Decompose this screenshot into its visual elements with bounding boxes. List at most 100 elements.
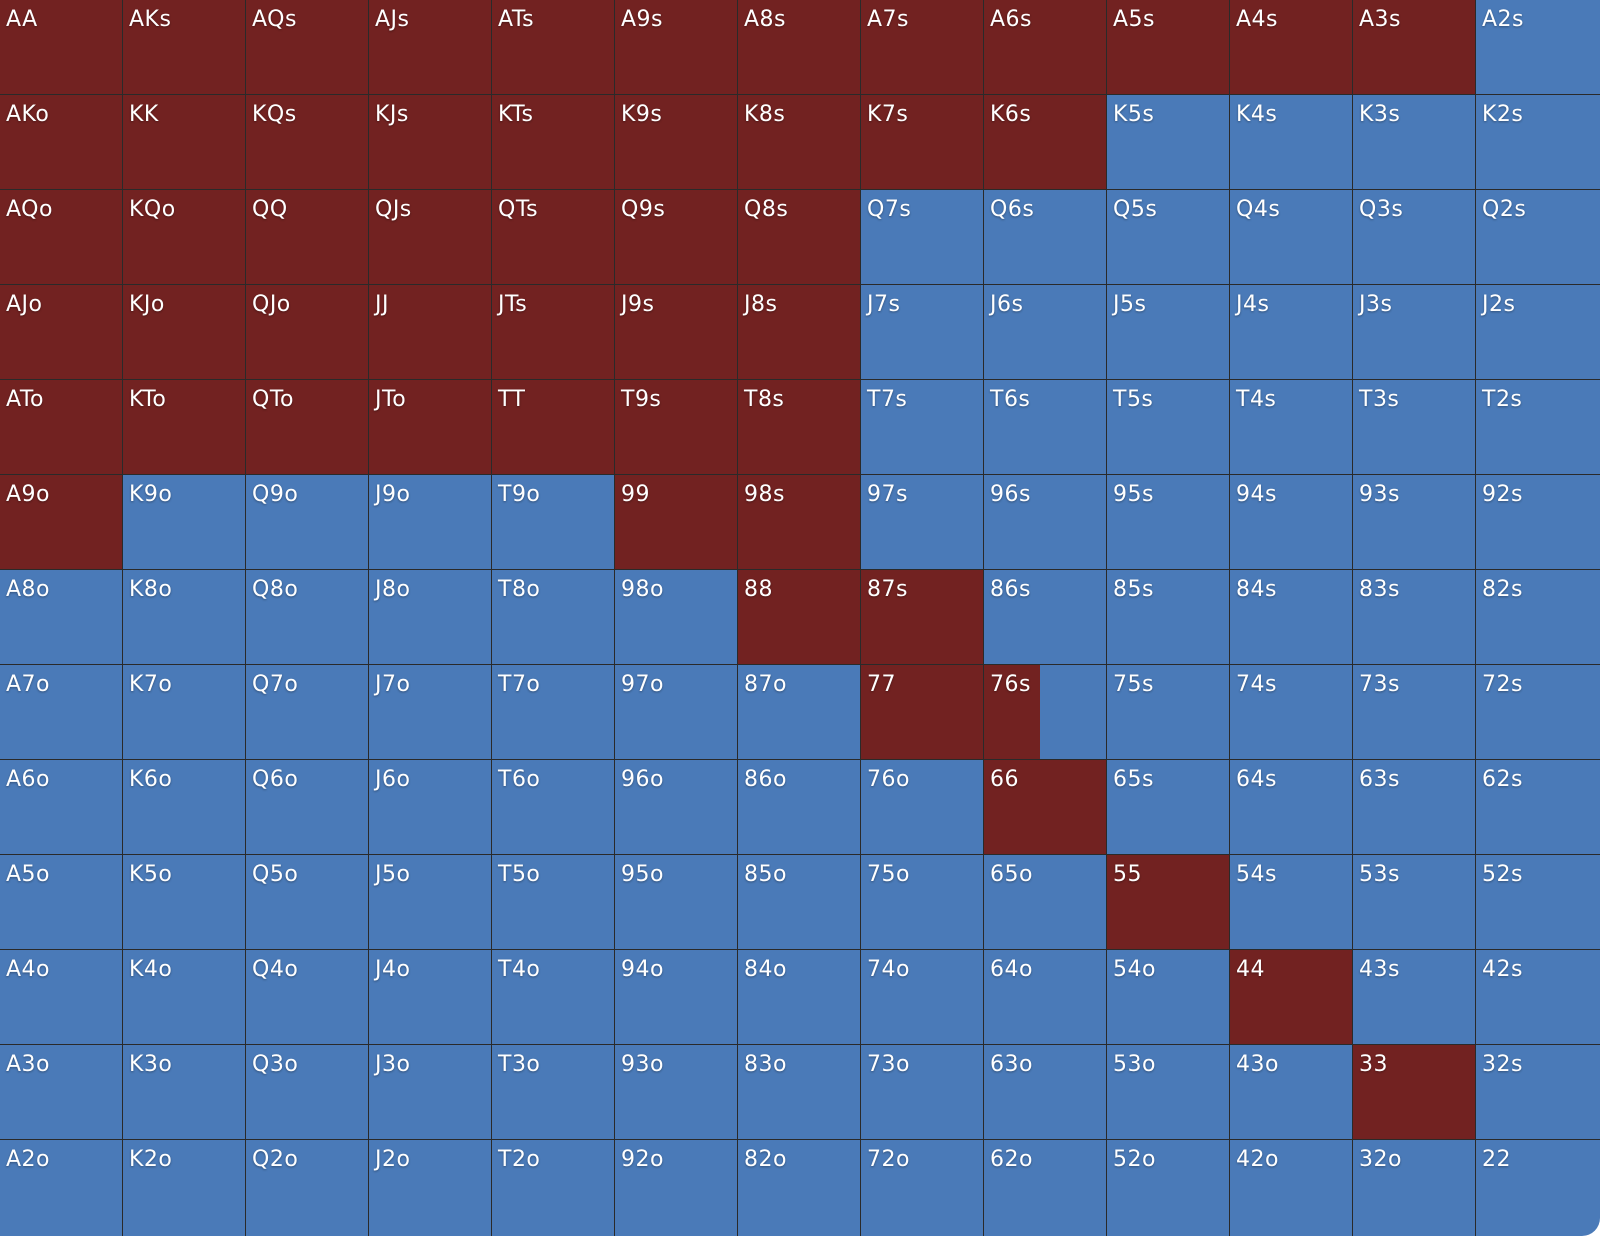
- hand-cell-K9s[interactable]: K9s: [615, 95, 738, 190]
- hand-cell-K4s[interactable]: K4s: [1230, 95, 1353, 190]
- hand-cell-K3s[interactable]: K3s: [1353, 95, 1476, 190]
- hand-cell-K3o[interactable]: K3o: [123, 1045, 246, 1140]
- hand-cell-74s[interactable]: 74s: [1230, 665, 1353, 760]
- hand-cell-77[interactable]: 77: [861, 665, 984, 760]
- hand-cell-98s[interactable]: 98s: [738, 475, 861, 570]
- hand-cell-AKs[interactable]: AKs: [123, 0, 246, 95]
- hand-cell-63o[interactable]: 63o: [984, 1045, 1107, 1140]
- hand-cell-52s[interactable]: 52s: [1476, 855, 1600, 950]
- hand-cell-KQs[interactable]: KQs: [246, 95, 369, 190]
- hand-cell-J2s[interactable]: J2s: [1476, 285, 1600, 380]
- hand-cell-75s[interactable]: 75s: [1107, 665, 1230, 760]
- hand-cell-T2o[interactable]: T2o: [492, 1140, 615, 1236]
- hand-cell-J6s[interactable]: J6s: [984, 285, 1107, 380]
- hand-cell-86o[interactable]: 86o: [738, 760, 861, 855]
- hand-cell-65o[interactable]: 65o: [984, 855, 1107, 950]
- hand-cell-Q6s[interactable]: Q6s: [984, 190, 1107, 285]
- hand-cell-J8s[interactable]: J8s: [738, 285, 861, 380]
- hand-cell-83o[interactable]: 83o: [738, 1045, 861, 1140]
- hand-cell-88[interactable]: 88: [738, 570, 861, 665]
- hand-cell-K5o[interactable]: K5o: [123, 855, 246, 950]
- hand-cell-72o[interactable]: 72o: [861, 1140, 984, 1236]
- hand-cell-T8s[interactable]: T8s: [738, 380, 861, 475]
- hand-cell-Q8o[interactable]: Q8o: [246, 570, 369, 665]
- hand-cell-42o[interactable]: 42o: [1230, 1140, 1353, 1236]
- hand-cell-A4o[interactable]: A4o: [0, 950, 123, 1045]
- hand-cell-64s[interactable]: 64s: [1230, 760, 1353, 855]
- hand-cell-T4o[interactable]: T4o: [492, 950, 615, 1045]
- hand-cell-54s[interactable]: 54s: [1230, 855, 1353, 950]
- hand-cell-K6s[interactable]: K6s: [984, 95, 1107, 190]
- hand-cell-J4s[interactable]: J4s: [1230, 285, 1353, 380]
- hand-cell-95o[interactable]: 95o: [615, 855, 738, 950]
- hand-cell-62s[interactable]: 62s: [1476, 760, 1600, 855]
- hand-cell-A2o[interactable]: A2o: [0, 1140, 123, 1236]
- hand-cell-T7s[interactable]: T7s: [861, 380, 984, 475]
- hand-cell-94s[interactable]: 94s: [1230, 475, 1353, 570]
- hand-cell-T7o[interactable]: T7o: [492, 665, 615, 760]
- hand-cell-72s[interactable]: 72s: [1476, 665, 1600, 760]
- hand-cell-QJo[interactable]: QJo: [246, 285, 369, 380]
- hand-cell-ATo[interactable]: ATo: [0, 380, 123, 475]
- hand-cell-Q9o[interactable]: Q9o: [246, 475, 369, 570]
- hand-cell-QJs[interactable]: QJs: [369, 190, 492, 285]
- hand-cell-K7s[interactable]: K7s: [861, 95, 984, 190]
- hand-cell-T6s[interactable]: T6s: [984, 380, 1107, 475]
- hand-cell-Q9s[interactable]: Q9s: [615, 190, 738, 285]
- hand-cell-65s[interactable]: 65s: [1107, 760, 1230, 855]
- hand-cell-KQo[interactable]: KQo: [123, 190, 246, 285]
- hand-cell-K8s[interactable]: K8s: [738, 95, 861, 190]
- hand-cell-54o[interactable]: 54o: [1107, 950, 1230, 1045]
- hand-cell-96s[interactable]: 96s: [984, 475, 1107, 570]
- hand-cell-T3s[interactable]: T3s: [1353, 380, 1476, 475]
- hand-cell-T5s[interactable]: T5s: [1107, 380, 1230, 475]
- hand-cell-T6o[interactable]: T6o: [492, 760, 615, 855]
- hand-cell-52o[interactable]: 52o: [1107, 1140, 1230, 1236]
- hand-cell-AQo[interactable]: AQo: [0, 190, 123, 285]
- hand-cell-A6o[interactable]: A6o: [0, 760, 123, 855]
- hand-cell-J3o[interactable]: J3o: [369, 1045, 492, 1140]
- hand-cell-A3s[interactable]: A3s: [1353, 0, 1476, 95]
- hand-cell-66[interactable]: 66: [984, 760, 1107, 855]
- hand-cell-44[interactable]: 44: [1230, 950, 1353, 1045]
- hand-cell-KTs[interactable]: KTs: [492, 95, 615, 190]
- hand-cell-Q2o[interactable]: Q2o: [246, 1140, 369, 1236]
- hand-cell-A5s[interactable]: A5s: [1107, 0, 1230, 95]
- hand-cell-KK[interactable]: KK: [123, 95, 246, 190]
- hand-cell-76o[interactable]: 76o: [861, 760, 984, 855]
- hand-cell-Q7o[interactable]: Q7o: [246, 665, 369, 760]
- hand-cell-Q5s[interactable]: Q5s: [1107, 190, 1230, 285]
- hand-cell-K4o[interactable]: K4o: [123, 950, 246, 1045]
- hand-cell-A7s[interactable]: A7s: [861, 0, 984, 95]
- hand-cell-55[interactable]: 55: [1107, 855, 1230, 950]
- hand-cell-K2s[interactable]: K2s: [1476, 95, 1600, 190]
- hand-cell-AKo[interactable]: AKo: [0, 95, 123, 190]
- hand-cell-T3o[interactable]: T3o: [492, 1045, 615, 1140]
- hand-cell-A9o[interactable]: A9o: [0, 475, 123, 570]
- hand-cell-32o[interactable]: 32o: [1353, 1140, 1476, 1236]
- hand-cell-Q2s[interactable]: Q2s: [1476, 190, 1600, 285]
- hand-cell-J6o[interactable]: J6o: [369, 760, 492, 855]
- hand-cell-76s[interactable]: 76s: [984, 665, 1107, 760]
- hand-cell-J7s[interactable]: J7s: [861, 285, 984, 380]
- hand-cell-43o[interactable]: 43o: [1230, 1045, 1353, 1140]
- hand-cell-Q6o[interactable]: Q6o: [246, 760, 369, 855]
- hand-cell-J8o[interactable]: J8o: [369, 570, 492, 665]
- hand-cell-JTs[interactable]: JTs: [492, 285, 615, 380]
- hand-cell-AJo[interactable]: AJo: [0, 285, 123, 380]
- hand-cell-64o[interactable]: 64o: [984, 950, 1107, 1045]
- hand-cell-22[interactable]: 22: [1476, 1140, 1600, 1236]
- hand-cell-43s[interactable]: 43s: [1353, 950, 1476, 1045]
- hand-cell-T9o[interactable]: T9o: [492, 475, 615, 570]
- hand-cell-Q3s[interactable]: Q3s: [1353, 190, 1476, 285]
- hand-cell-62o[interactable]: 62o: [984, 1140, 1107, 1236]
- hand-cell-A2s[interactable]: A2s: [1476, 0, 1600, 95]
- hand-cell-73s[interactable]: 73s: [1353, 665, 1476, 760]
- hand-cell-J9o[interactable]: J9o: [369, 475, 492, 570]
- hand-cell-93s[interactable]: 93s: [1353, 475, 1476, 570]
- hand-cell-87s[interactable]: 87s: [861, 570, 984, 665]
- hand-cell-ATs[interactable]: ATs: [492, 0, 615, 95]
- hand-cell-QQ[interactable]: QQ: [246, 190, 369, 285]
- hand-cell-96o[interactable]: 96o: [615, 760, 738, 855]
- hand-cell-J2o[interactable]: J2o: [369, 1140, 492, 1236]
